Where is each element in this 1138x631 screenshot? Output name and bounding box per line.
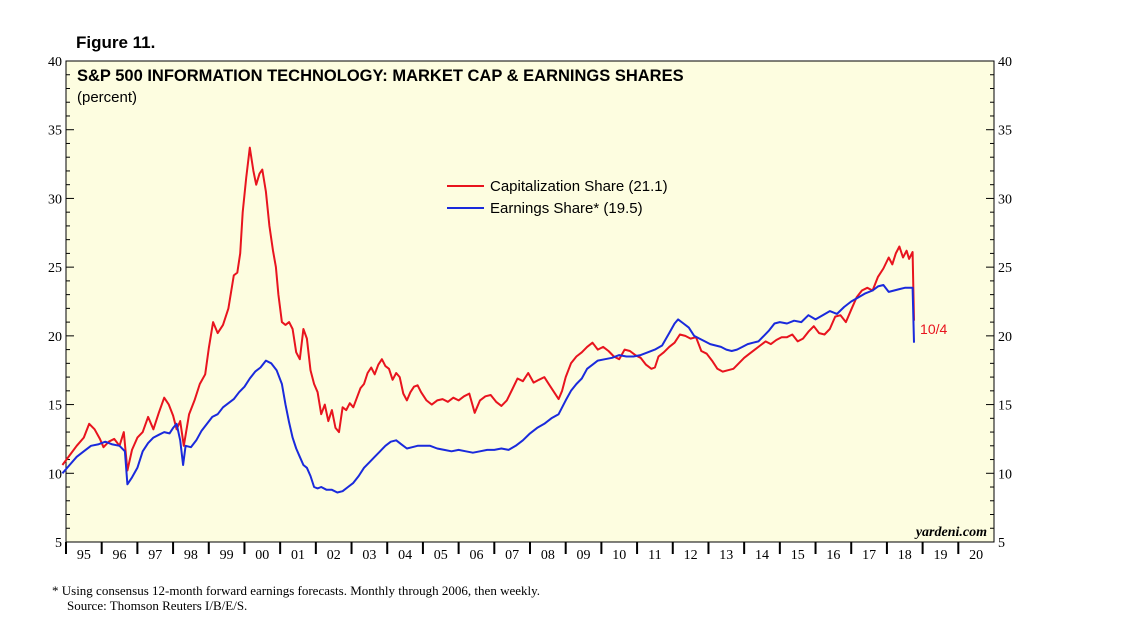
legend: Capitalization Share (21.1) Earnings Sha… <box>447 178 668 217</box>
y-tick-label-right: 5 <box>998 536 1005 551</box>
x-axis: 95 96 97 98 99 00 01 02 03 04 05 06 07 08 09 10 11 12 13 14… <box>65 542 983 563</box>
chart-title: S&P 500 INFORMATION TECHNOLOGY: MARKET C… <box>77 67 684 85</box>
x-tick-label: 09 <box>577 548 591 563</box>
watermark: yardeni.com <box>914 525 987 540</box>
series-line-capitalization <box>61 146 915 472</box>
y-axis-right: 5 10 15 20 25 30 35 40 <box>986 55 1012 551</box>
legend-label-earnings: Earnings Share* (19.5) <box>490 200 643 217</box>
x-tick-label: 00 <box>255 548 269 563</box>
line-chart: 5 10 15 20 25 30 35 40 5 10 15 20 25 30 35 40 95 96 97 98… <box>48 55 1012 563</box>
x-tick-label: 14 <box>755 548 769 563</box>
x-tick-label: 01 <box>291 548 305 563</box>
x-tick-label: 17 <box>862 548 876 563</box>
y-tick-label-right: 35 <box>998 124 1012 139</box>
x-tick-label: 19 <box>933 548 947 563</box>
x-tick-label: 02 <box>327 548 341 563</box>
x-tick-label: 04 <box>398 548 412 563</box>
x-tick-label: 99 <box>220 548 234 563</box>
footnote-line-1: * Using consensus 12-month forward earni… <box>52 583 541 598</box>
y-tick-label-left: 15 <box>48 399 62 414</box>
y-tick-label-left: 35 <box>48 124 62 139</box>
x-tick-label: 03 <box>362 548 376 563</box>
y-tick-label-left: 20 <box>48 330 62 345</box>
y-tick-label-left: 30 <box>48 192 62 207</box>
y-tick-label-left: 5 <box>55 536 62 551</box>
y-tick-label-right: 15 <box>998 399 1012 414</box>
annotation-10-4: 10/4 <box>920 321 947 337</box>
x-tick-label: 10 <box>612 548 626 563</box>
y-tick-label-right: 25 <box>998 261 1012 276</box>
series-line-earnings <box>61 284 915 494</box>
y-tick-label-right: 30 <box>998 192 1012 207</box>
x-tick-label: 06 <box>469 548 483 563</box>
y-tick-label-left: 25 <box>48 261 62 276</box>
x-tick-label: 18 <box>898 548 912 563</box>
plot-area <box>65 60 995 543</box>
y-tick-label-right: 10 <box>998 467 1012 482</box>
chart-subtitle: (percent) <box>77 89 137 106</box>
footnote-line-2: Source: Thomson Reuters I/B/E/S. <box>67 598 248 613</box>
x-tick-label: 16 <box>826 548 840 563</box>
series-layer <box>61 146 915 494</box>
y-tick-label-right: 20 <box>998 330 1012 345</box>
figure-label: Figure 11. <box>76 33 156 52</box>
footnote: * Using consensus 12-month forward earni… <box>52 583 540 613</box>
x-tick-label: 15 <box>791 548 805 563</box>
x-tick-label: 95 <box>77 548 91 563</box>
x-tick-label: 07 <box>505 548 519 563</box>
y-tick-label-left: 40 <box>48 55 62 70</box>
y-tick-label-left: 10 <box>48 467 62 482</box>
x-tick-label: 97 <box>148 548 162 563</box>
x-tick-label: 20 <box>969 548 983 563</box>
x-tick-label: 96 <box>113 548 127 563</box>
x-tick-label: 98 <box>184 548 198 563</box>
x-tick-label: 08 <box>541 548 555 563</box>
y-axis-left: 5 10 15 20 25 30 35 40 <box>48 55 74 551</box>
x-tick-label: 12 <box>684 548 698 563</box>
x-tick-label: 13 <box>719 548 733 563</box>
x-tick-label: 05 <box>434 548 448 563</box>
y-tick-label-right: 40 <box>998 55 1012 70</box>
x-tick-label: 11 <box>648 548 661 563</box>
legend-label-capitalization: Capitalization Share (21.1) <box>490 178 668 195</box>
